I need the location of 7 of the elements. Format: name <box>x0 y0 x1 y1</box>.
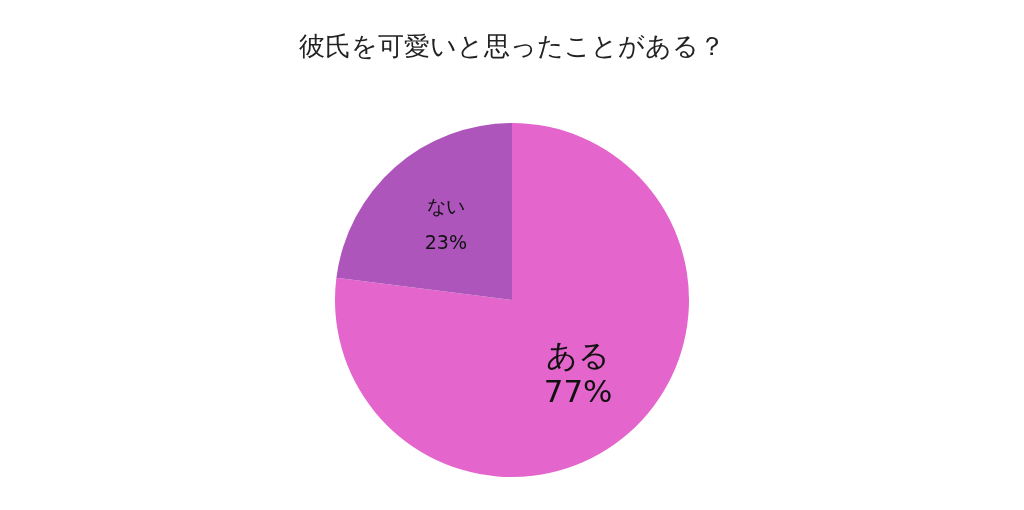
chart-title: 彼氏を可愛いと思ったことがある？ <box>299 31 725 61</box>
slice-label: ある <box>546 337 611 374</box>
pie-slice <box>336 123 512 300</box>
data-label: 23% <box>424 230 468 253</box>
data-label: 77% <box>543 373 613 410</box>
slice-label: ない <box>426 194 465 217</box>
pie-slice <box>335 123 689 477</box>
